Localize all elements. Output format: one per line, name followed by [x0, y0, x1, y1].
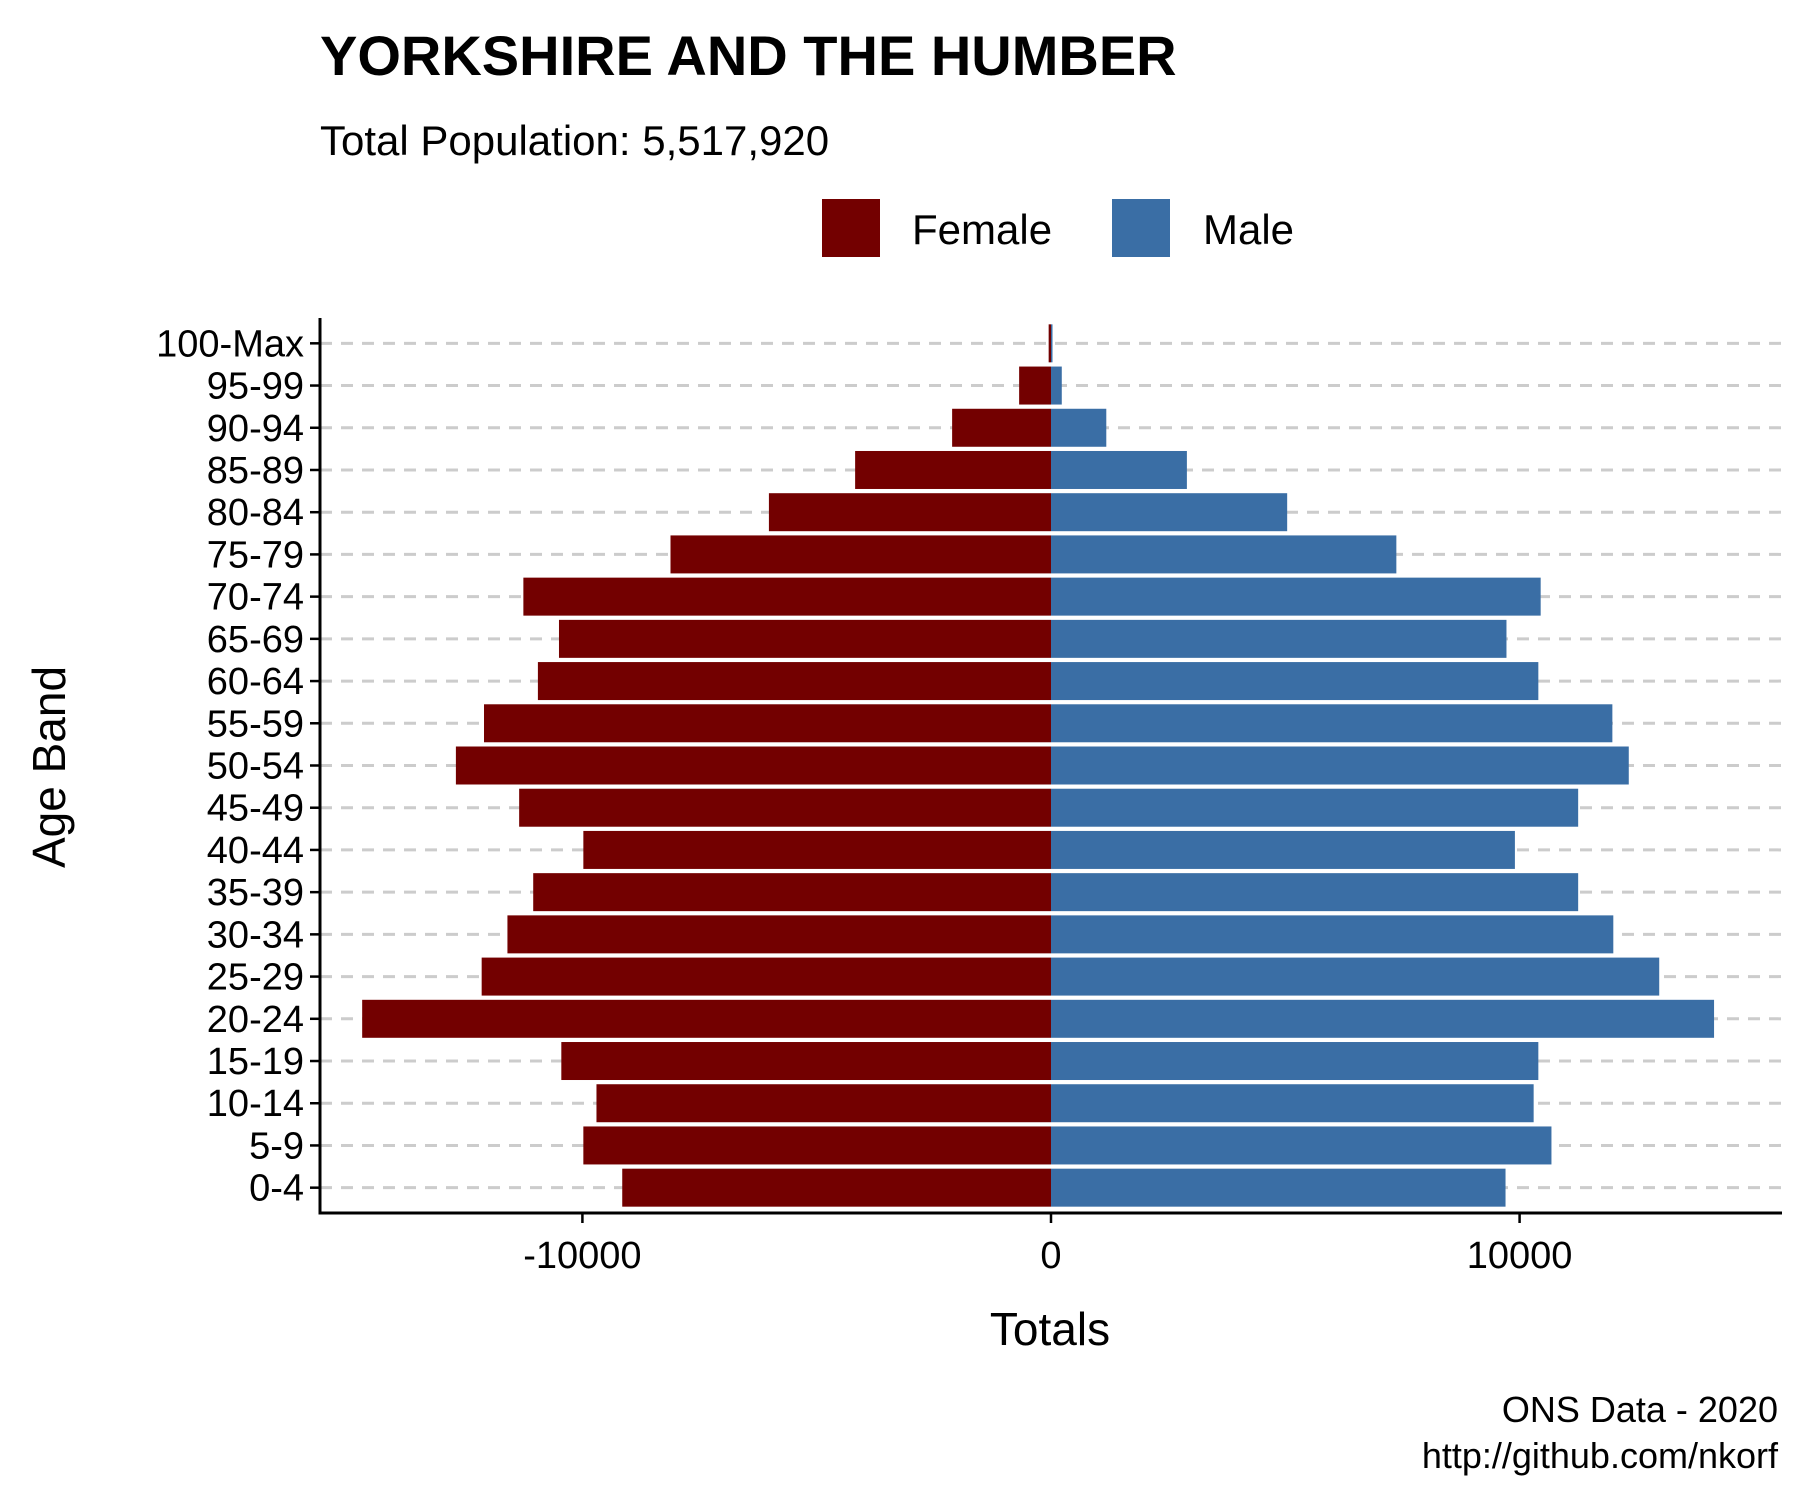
bars [362, 324, 1715, 1207]
y-tick-label: 30-34 [207, 914, 304, 956]
legend-label-male: Male [1203, 206, 1294, 253]
bar-female-30-34 [507, 915, 1051, 954]
bar-male-70-74 [1051, 577, 1541, 616]
bar-male-10-14 [1051, 1084, 1534, 1123]
bar-female-80-84 [768, 493, 1051, 532]
y-tick-label: 50-54 [207, 746, 304, 788]
bar-male-15-19 [1051, 1042, 1539, 1081]
bar-male-75-79 [1051, 535, 1397, 574]
y-tick-label: 20-24 [207, 999, 304, 1041]
y-tick-label: 45-49 [207, 788, 304, 830]
chart-subtitle: Total Population: 5,517,920 [320, 117, 829, 164]
y-tick-label: 70-74 [207, 577, 304, 619]
bar-male-35-39 [1051, 873, 1579, 912]
bar-male-85-89 [1051, 450, 1187, 489]
legend-label-female: Female [912, 206, 1052, 253]
bar-male-45-49 [1051, 788, 1579, 827]
bar-male-20-24 [1051, 999, 1715, 1038]
x-tick-label: 0 [1040, 1235, 1061, 1277]
legend-swatch-male [1112, 199, 1170, 257]
bar-female-60-64 [537, 662, 1051, 701]
y-tick-label: 5-9 [249, 1125, 304, 1167]
y-tick-label: 40-44 [207, 830, 304, 872]
bar-male-65-69 [1051, 619, 1507, 658]
y-tick-label: 95-99 [207, 366, 304, 408]
bar-female-85-89 [855, 450, 1051, 489]
bar-female-0-4 [622, 1168, 1051, 1207]
bar-female-100-Max [1048, 324, 1051, 363]
y-axis-title: Age Band [23, 666, 75, 868]
bar-male-50-54 [1051, 746, 1629, 785]
bar-male-55-59 [1051, 704, 1613, 743]
bar-female-65-69 [558, 619, 1051, 658]
y-tick-label: 25-29 [207, 957, 304, 999]
bar-male-90-94 [1051, 408, 1107, 447]
bar-male-25-29 [1051, 957, 1660, 996]
x-tick-label: 10000 [1467, 1235, 1573, 1277]
y-tick-label: 60-64 [207, 661, 304, 703]
y-tick-label: 100-Max [156, 323, 304, 365]
bar-male-30-34 [1051, 915, 1614, 954]
bar-male-100-Max [1051, 324, 1053, 363]
y-tick-label: 10-14 [207, 1083, 304, 1125]
bar-female-55-59 [484, 704, 1051, 743]
bar-female-40-44 [583, 830, 1051, 869]
y-tick-label: 35-39 [207, 872, 304, 914]
bar-male-5-9 [1051, 1126, 1552, 1165]
y-tick-label: 65-69 [207, 619, 304, 661]
bar-female-35-39 [533, 873, 1051, 912]
chart-title: YORKSHIRE AND THE HUMBER [320, 24, 1177, 87]
bar-female-75-79 [670, 535, 1051, 574]
y-tick-label: 80-84 [207, 492, 304, 534]
y-tick-label: 0-4 [249, 1168, 304, 1210]
bar-female-95-99 [1019, 366, 1051, 405]
bar-male-80-84 [1051, 493, 1288, 532]
bar-male-95-99 [1051, 366, 1062, 405]
y-tick-label: 75-79 [207, 534, 304, 576]
bar-female-5-9 [583, 1126, 1051, 1165]
bar-female-70-74 [523, 577, 1051, 616]
bar-female-90-94 [952, 408, 1051, 447]
legend-swatch-female [822, 199, 880, 257]
bar-female-10-14 [596, 1084, 1051, 1123]
bar-female-15-19 [561, 1042, 1051, 1081]
caption-url: http://github.com/nkorf [1422, 1435, 1779, 1476]
x-axis-title: Totals [990, 1303, 1110, 1355]
y-tick-label: 90-94 [207, 408, 304, 450]
caption-source: ONS Data - 2020 [1502, 1389, 1778, 1430]
bar-male-40-44 [1051, 830, 1515, 869]
bar-male-60-64 [1051, 662, 1539, 701]
y-tick-label: 55-59 [207, 703, 304, 745]
legend: Female Male [822, 199, 1294, 257]
bar-female-50-54 [455, 746, 1052, 785]
bar-female-45-49 [519, 788, 1051, 827]
bar-female-20-24 [362, 999, 1051, 1038]
bar-male-0-4 [1051, 1168, 1506, 1207]
y-tick-label: 85-89 [207, 450, 304, 492]
x-tick-label: -10000 [523, 1235, 641, 1277]
bar-female-25-29 [481, 957, 1051, 996]
y-tick-labels: 0-45-910-1415-1920-2425-2930-3435-3940-4… [156, 323, 320, 1210]
x-tick-labels: -10000 0 10000 [523, 1213, 1572, 1277]
y-tick-label: 15-19 [207, 1041, 304, 1083]
